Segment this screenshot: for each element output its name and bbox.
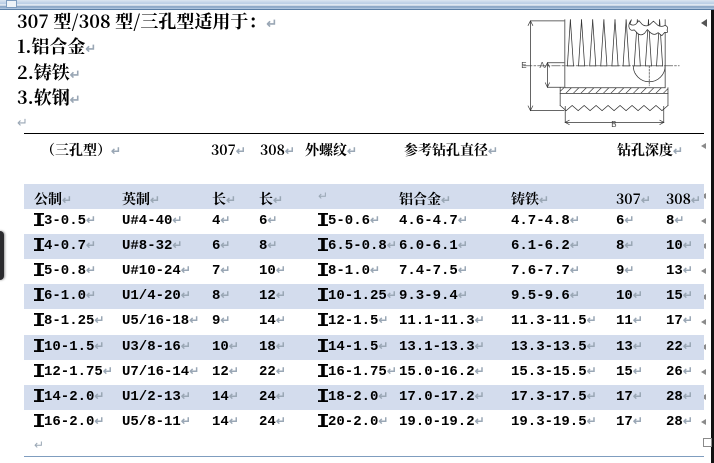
svg-text:B: B: [611, 120, 616, 128]
svg-text:A: A: [540, 61, 546, 70]
svg-text:E: E: [521, 61, 526, 70]
